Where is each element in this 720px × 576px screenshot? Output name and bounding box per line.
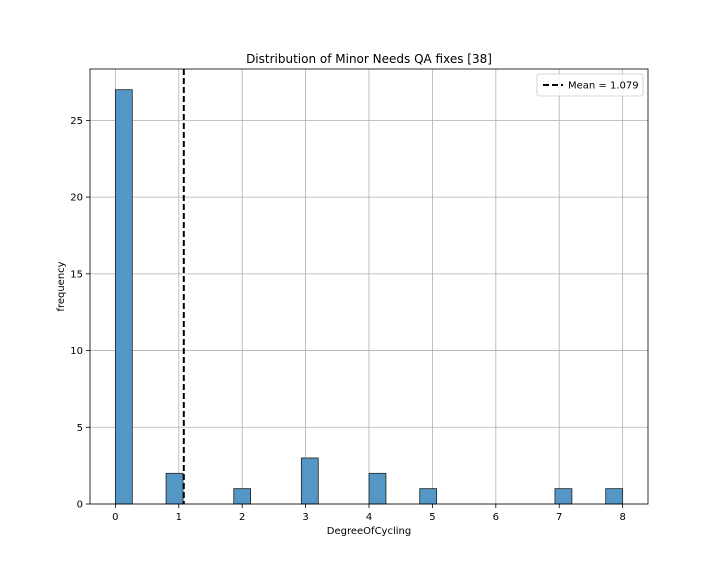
chart-title: Distribution of Minor Needs QA fixes [38… — [246, 52, 492, 66]
x-tick-label: 4 — [366, 512, 372, 523]
x-tick-label: 1 — [176, 512, 182, 523]
y-axis-ticks: 0 5 10 15 20 25 — [70, 116, 90, 511]
y-tick-label: 0 — [77, 500, 83, 511]
x-tick-label: 5 — [429, 512, 435, 523]
y-tick-label: 25 — [70, 116, 83, 127]
histogram-bar — [605, 488, 624, 505]
histogram-bar — [419, 488, 438, 505]
histogram-bar — [368, 472, 387, 505]
y-tick-label: 10 — [70, 346, 83, 357]
histogram-bar — [300, 457, 319, 505]
x-axis-title: DegreeOfCycling — [327, 526, 411, 537]
x-tick-label: 7 — [556, 512, 562, 523]
y-tick-label: 20 — [70, 193, 83, 204]
x-tick-label: 3 — [302, 512, 308, 523]
y-axis-title: frequency — [56, 261, 67, 311]
x-axis-ticks: 0 1 2 3 4 5 6 7 8 — [112, 504, 626, 523]
legend: Mean = 1.079 — [536, 73, 644, 97]
histogram-bar — [233, 488, 252, 505]
histogram-bar — [554, 488, 573, 505]
x-tick-label: 2 — [239, 512, 245, 523]
legend-box — [536, 73, 644, 97]
x-tick-label: 6 — [493, 512, 499, 523]
y-tick-label: 15 — [70, 269, 83, 280]
histogram-bar — [165, 472, 184, 505]
x-tick-label: 0 — [112, 512, 118, 523]
legend-label: Mean = 1.079 — [568, 81, 639, 92]
histogram-bar — [114, 89, 133, 505]
x-tick-label: 8 — [619, 512, 625, 523]
y-tick-label: 5 — [77, 423, 83, 434]
